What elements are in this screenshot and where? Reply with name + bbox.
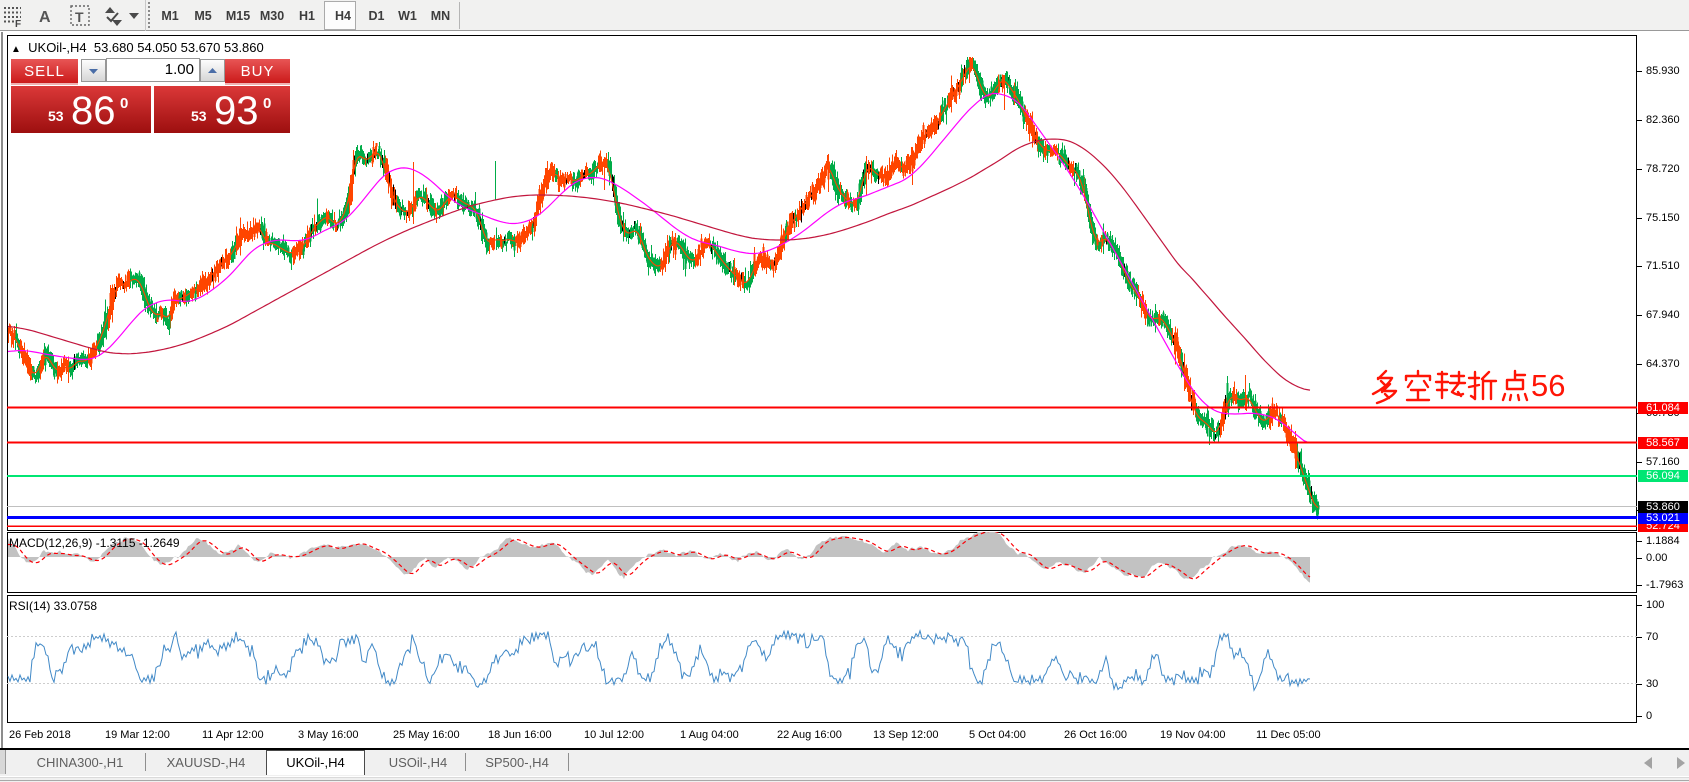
- svg-text:56: 56: [1531, 368, 1565, 403]
- svg-text:F: F: [15, 19, 21, 30]
- svg-text:A: A: [39, 9, 51, 26]
- svg-text:T: T: [75, 9, 84, 25]
